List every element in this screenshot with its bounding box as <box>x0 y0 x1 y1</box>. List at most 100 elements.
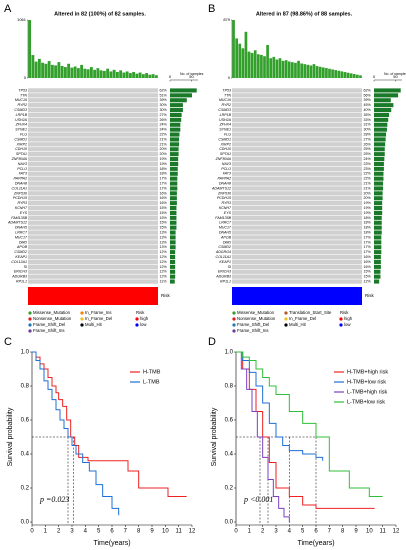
gene-label: RP1L1 <box>16 280 27 284</box>
tmb-bar <box>346 72 350 78</box>
x-tick-label: 8 <box>341 529 345 535</box>
legend-swatch <box>232 329 236 333</box>
percent-label: 16% <box>364 265 372 269</box>
gene-label: SI <box>228 265 231 269</box>
x-tick-label: 9 <box>150 529 154 535</box>
tmb-bar <box>106 68 110 78</box>
row-background <box>28 103 158 108</box>
y-tick-label: 0.6 <box>21 418 30 424</box>
percent-label: 13% <box>160 245 168 249</box>
frequency-bar <box>374 230 382 235</box>
side-axis-label: No. of samples <box>180 72 204 76</box>
percent-label: 12% <box>364 280 372 284</box>
legend-swatch <box>232 311 236 315</box>
frequency-bar <box>374 264 381 269</box>
tmb-bar <box>241 48 245 78</box>
y-tick-label: 0.6 <box>225 418 234 424</box>
percent-label: 17% <box>160 177 168 181</box>
y-tick-label: 0.0 <box>225 520 234 526</box>
gene-label: DNAH5 <box>219 231 231 235</box>
tmb-bar <box>328 68 331 78</box>
frequency-bar <box>170 259 176 264</box>
row-background <box>232 117 362 122</box>
tmb-bar <box>112 69 116 78</box>
y-tick-label: 879 <box>223 17 230 22</box>
row-background <box>232 254 362 260</box>
row-background <box>232 107 362 113</box>
gene-label: ADGRG4 <box>215 250 231 254</box>
frequency-bar <box>374 142 386 147</box>
tmb-bar <box>343 72 347 78</box>
row-background <box>232 88 362 93</box>
x-tick-label: 1 <box>248 529 252 535</box>
y-tick-label: 0.8 <box>21 384 30 390</box>
percent-label: 19% <box>160 157 168 161</box>
percent-label: 23% <box>364 167 372 171</box>
percent-label: 31% <box>364 123 372 127</box>
gene-label: PAPPA2 <box>14 177 27 181</box>
frequency-bar <box>170 117 182 122</box>
x-tick-label: 4 <box>84 529 88 535</box>
legend-swatch <box>28 317 32 321</box>
frequency-bar <box>374 196 383 201</box>
frequency-bar <box>170 240 176 245</box>
row-background <box>28 215 158 220</box>
tmb-bar <box>349 73 353 78</box>
percent-label: 24% <box>160 123 168 127</box>
row-background <box>232 191 362 196</box>
gene-label: LRP1B <box>16 113 28 117</box>
frequency-bar <box>374 181 384 186</box>
frequency-bar <box>374 220 382 225</box>
legend-label: Missense_Mutation <box>237 310 275 315</box>
gene-label: FLG <box>224 133 231 137</box>
row-background <box>28 210 158 216</box>
row-background <box>232 127 362 132</box>
legend-label: low <box>344 322 351 327</box>
x-tick-label: 11 <box>380 529 387 535</box>
percent-label: 24% <box>160 128 168 132</box>
legend-label: high <box>140 316 149 321</box>
row-background <box>232 186 362 191</box>
row-background <box>232 147 362 152</box>
percent-label: 18% <box>160 172 168 176</box>
row-background <box>28 166 158 171</box>
gene-label: RYR2 <box>18 103 27 107</box>
y-axis-label: Survival probability <box>7 407 14 466</box>
frequency-bar <box>170 186 178 191</box>
row-background <box>28 171 158 176</box>
x-tick-label: 12 <box>189 529 196 535</box>
percent-label: 62% <box>364 88 372 92</box>
tmb-bar <box>340 71 344 78</box>
panel-label: B <box>208 3 215 15</box>
legend-swatch <box>80 323 84 327</box>
x-tick-label: 0 <box>169 74 172 79</box>
frequency-bar <box>170 112 182 117</box>
frequency-bar <box>170 230 176 235</box>
frequency-bar <box>170 255 176 260</box>
tmb-bar <box>263 56 266 78</box>
gene-label: XIRP2 <box>220 142 231 146</box>
gene-label: ADAMTS12 <box>7 221 27 225</box>
percent-label: 35% <box>364 113 372 117</box>
survival-curve <box>236 351 290 522</box>
row-background <box>232 259 362 265</box>
frequency-bar <box>170 235 176 240</box>
survival-curve <box>32 351 120 516</box>
x-tick-label: 5 <box>97 529 101 535</box>
row-background <box>28 259 158 265</box>
frequency-bar <box>374 161 384 166</box>
frequency-bar <box>170 220 177 225</box>
frequency-bar <box>170 137 180 142</box>
gene-label: KCNH7 <box>219 206 232 210</box>
row-background <box>232 137 362 142</box>
row-background <box>28 88 158 93</box>
percent-label: 11% <box>160 280 168 284</box>
frequency-bar <box>170 161 179 166</box>
gene-label: DNAH8 <box>219 182 231 186</box>
frequency-bar <box>374 250 382 255</box>
frequency-bar <box>374 201 383 206</box>
x-axis-label: Time(years) <box>93 540 130 547</box>
legend-label: Missense_Mutation <box>33 310 71 315</box>
tmb-bar <box>132 71 136 78</box>
